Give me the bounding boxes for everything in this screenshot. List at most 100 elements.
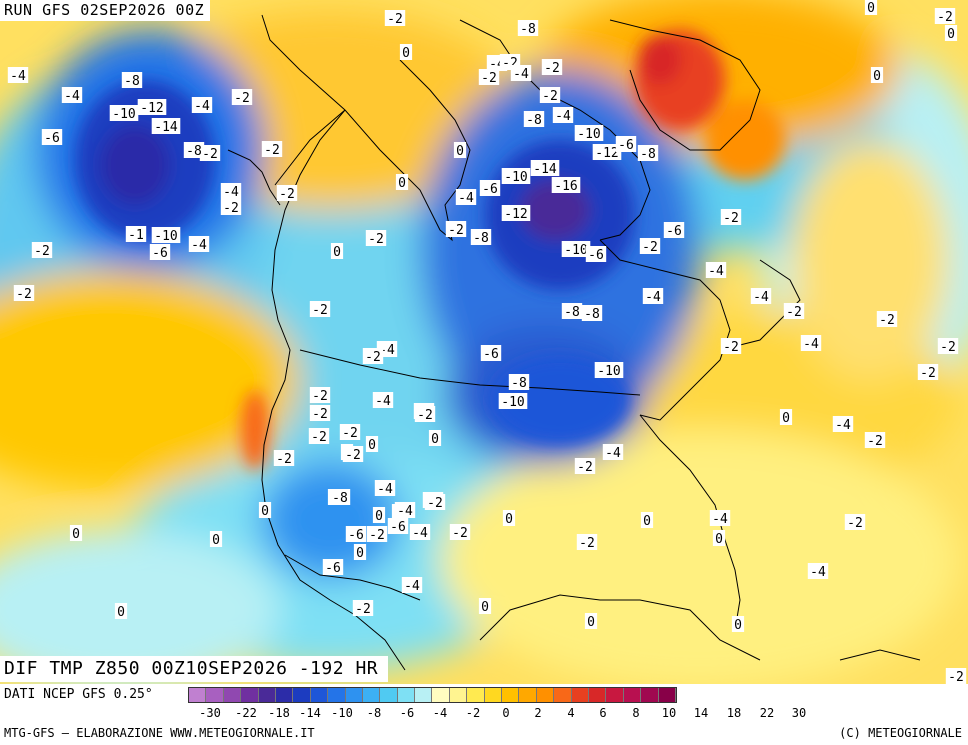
anomaly-label: -4 — [602, 444, 624, 461]
borders — [274, 109, 641, 601]
svg-text:-6: -6 — [390, 520, 406, 535]
color-scale-tick: -10 — [331, 706, 353, 720]
anomaly-label: -2 — [917, 364, 939, 381]
color-scale-tick: 18 — [726, 706, 742, 720]
svg-text:-2: -2 — [542, 89, 558, 104]
anomaly-label: -4 — [372, 392, 394, 409]
anomaly-label: -8 — [508, 374, 530, 391]
svg-text:-8: -8 — [186, 144, 202, 159]
anomaly-label: -8 — [517, 20, 539, 37]
color-scale-tick: 6 — [599, 706, 607, 720]
svg-text:0: 0 — [947, 27, 955, 42]
color-scale-tick: -18 — [268, 706, 290, 720]
anomaly-label: -2 — [273, 450, 295, 467]
anomaly-label: -6 — [585, 246, 607, 263]
elaboration-credit: MTG-GFS — ELABORAZIONE WWW.METEOGIORNALE… — [4, 726, 315, 740]
anomaly-label: -4 — [61, 87, 83, 104]
anomaly-label: -4 — [510, 65, 532, 82]
svg-text:0: 0 — [402, 46, 410, 61]
anomaly-label: -8 — [581, 305, 603, 322]
anomaly-label: 0 — [478, 598, 492, 615]
svg-text:-4: -4 — [10, 69, 26, 84]
svg-text:-4: -4 — [803, 337, 819, 352]
anomaly-label: -2 — [864, 432, 886, 449]
svg-text:-14: -14 — [533, 162, 557, 177]
svg-text:-4: -4 — [555, 109, 571, 124]
anomaly-label: -2 — [934, 8, 956, 25]
color-scale-tick: -6 — [399, 706, 415, 720]
anomaly-label: -2 — [574, 458, 596, 475]
anomaly-label: -10 — [498, 393, 528, 410]
color-scale-swatch — [432, 688, 450, 702]
anomaly-label: 0 — [258, 502, 272, 519]
anomaly-label: 0 — [712, 530, 726, 547]
anomaly-label: -4 — [394, 502, 416, 519]
anomaly-labels: -2-6-4-2-80-4-2-4-2-2-8-4-10 -12-4-2-14-6… — [0, 0, 967, 684]
anomaly-label: -4 — [552, 107, 574, 124]
anomaly-label: 0 — [453, 142, 467, 159]
svg-text:-1: -1 — [128, 228, 144, 243]
color-scale-tick: 8 — [632, 706, 640, 720]
svg-text:-2: -2 — [264, 143, 280, 158]
svg-text:-8: -8 — [473, 231, 489, 246]
svg-text:0: 0 — [734, 618, 742, 633]
anomaly-label: -2 — [339, 424, 361, 441]
anomaly-label: -6 — [322, 559, 344, 576]
anomaly-label: -2 — [639, 238, 661, 255]
svg-text:-2: -2 — [427, 496, 443, 511]
anomaly-label: 0 — [395, 174, 409, 191]
svg-text:-2: -2 — [369, 528, 385, 543]
color-scale-swatch — [189, 688, 207, 702]
anomaly-label: 0 — [731, 616, 745, 633]
map-title: DIF TMP Z850 00Z10SEP2026 -192 HR — [0, 656, 389, 682]
anomaly-label: -2 — [541, 59, 563, 76]
svg-text:0: 0 — [867, 1, 875, 16]
anomaly-label: -2 — [366, 526, 388, 543]
svg-text:-2: -2 — [452, 526, 468, 541]
svg-text:-2: -2 — [279, 187, 295, 202]
anomaly-label: -2 — [220, 199, 242, 216]
svg-text:-2: -2 — [202, 147, 218, 162]
svg-text:-2: -2 — [387, 12, 403, 27]
svg-text:-2: -2 — [355, 602, 371, 617]
color-scale-swatch — [588, 688, 607, 702]
anomaly-label: -4 — [832, 416, 854, 433]
svg-text:0: 0 — [643, 514, 651, 529]
svg-text:-6: -6 — [482, 182, 498, 197]
anomaly-label: 0 — [365, 436, 379, 453]
svg-text:-4: -4 — [412, 526, 428, 541]
svg-text:-4: -4 — [835, 418, 851, 433]
anomaly-label: -1 — [125, 226, 147, 243]
svg-text:0: 0 — [72, 527, 80, 542]
anomaly-label: -2 — [424, 494, 446, 511]
color-scale-swatch — [415, 688, 433, 702]
anomaly-label: -10 — [574, 125, 604, 142]
anomaly-label: -6 — [479, 180, 501, 197]
color-scale-swatch — [397, 688, 416, 702]
anomaly-label: 0 — [69, 525, 83, 542]
svg-text:-2: -2 — [937, 10, 953, 25]
anomaly-label: -2 — [783, 303, 805, 320]
color-scale-tick: -30 — [199, 706, 221, 720]
svg-text:-2: -2 — [312, 389, 328, 404]
anomaly-label: -4 — [7, 67, 29, 84]
svg-text:-4: -4 — [64, 89, 80, 104]
anomaly-label: -6 — [615, 136, 637, 153]
svg-text:-2: -2 — [867, 434, 883, 449]
svg-text:-2: -2 — [417, 408, 433, 423]
anomaly-label: -6 — [41, 129, 63, 146]
color-scale-swatch — [206, 688, 224, 702]
anomaly-label: -10 — [501, 168, 531, 185]
svg-text:-16: -16 — [554, 179, 577, 194]
data-credit: DATI NCEP GFS 0.25° — [4, 687, 153, 702]
anomaly-label: -2 — [352, 600, 374, 617]
anomaly-label: -2 — [844, 514, 866, 531]
color-scale-swatch — [275, 688, 294, 702]
anomaly-label: -10 — [594, 362, 624, 379]
svg-text:0: 0 — [368, 438, 376, 453]
svg-text:-2: -2 — [577, 460, 593, 475]
anomaly-label: -4 — [188, 236, 210, 253]
anomaly-label: -14 — [151, 118, 181, 135]
color-scale-swatch — [658, 688, 676, 702]
anomaly-label: -2 — [876, 311, 898, 328]
